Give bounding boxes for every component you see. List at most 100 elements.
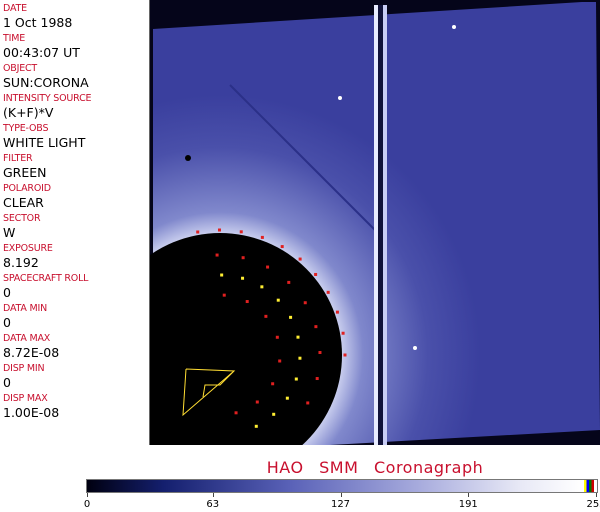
field-sector: SECTOR W [3,213,149,240]
colorbar-tick [468,493,470,497]
field-label: FILTER [3,153,33,164]
field-label: POLAROID [3,183,51,194]
field-filter: FILTER GREEN [3,153,149,180]
field-label: DISP MAX [3,393,48,404]
marker-dot [222,293,226,297]
field-data-min: DATA MIN 0 [3,303,149,330]
field-exposure: EXPOSURE 8.192 [3,243,149,270]
colorbar-end-colors [584,480,594,492]
field-label: TIME [3,33,26,44]
colorbar [86,479,598,493]
marker-dot [315,377,319,381]
field-label: DATA MAX [3,333,51,344]
star [185,155,191,161]
colorbar-tick [87,493,88,497]
marker-dot [298,356,302,360]
field-spacecraft-roll: SPACECRAFT ROLL 0 [3,273,149,300]
pylon-edge-right [383,5,387,445]
marker-dot [271,382,275,386]
marker-dot [289,315,293,319]
occulter-disk [150,233,342,445]
marker-dot [314,325,318,329]
field-value: (K+F)*V [3,105,54,120]
colorbar-tick-label: 127 [330,499,351,510]
pylon-shadow [378,5,383,445]
field-object: OBJECT SUN:CORONA [3,63,149,90]
marker-dot [264,314,268,318]
field-label: SECTOR [3,213,41,224]
marker-dot [343,353,347,357]
marker-dot [314,272,318,276]
field-date: DATE 1 Oct 1988 [3,3,149,30]
marker-dot [245,300,249,304]
pylon-edge-left [374,5,378,445]
field-label: DISP MIN [3,363,45,374]
marker-dot [280,245,284,249]
marker-dot [266,265,270,269]
colorbar-tick [340,493,342,497]
header-info-panel: DATE 1 Oct 1988 TIME 00:43:07 UT OBJECT … [0,0,150,445]
field-type-obs: TYPE-OBS WHITE LIGHT [3,123,149,150]
marker-dot [241,256,245,260]
field-value: 1.00E-08 [3,405,60,420]
field-value: 1 Oct 1988 [3,15,73,30]
field-data-max: DATA MAX 8.72E-08 [3,333,149,360]
field-disp-max: DISP MAX 1.00E-08 [3,393,149,420]
colorbar-tick [596,493,597,497]
field-value: 8.192 [3,255,39,270]
footer: HAO SMM Coronagraph [0,445,600,512]
field-label: SPACECRAFT ROLL [3,273,89,284]
marker-dot [341,331,345,335]
star [413,346,417,350]
marker-dot [326,290,330,294]
field-value: 0 [3,285,11,300]
orientation-marker-inner [202,370,235,398]
marker-dot [239,230,243,234]
field-label: DATA MIN [3,303,47,314]
field-value: CLEAR [3,195,44,210]
field-value: SUN:CORONA [3,75,89,90]
colorbar-tick-label: 63 [206,499,220,510]
star [338,96,342,100]
marker-dot [260,235,264,239]
field-label: EXPOSURE [3,243,53,254]
star [452,25,456,29]
colorbar-tick [212,493,214,497]
field-value: WHITE LIGHT [3,135,86,150]
field-value: 0 [3,375,11,390]
marker-dot [220,273,224,277]
marker-dot [260,285,264,289]
field-label: DATE [3,3,27,14]
marker-dot [234,411,238,415]
field-value: 8.72E-08 [3,345,60,360]
field-label: TYPE-OBS [3,123,49,134]
marker-dot [276,298,280,302]
marker-dot [335,310,339,314]
field-polaroid: POLAROID CLEAR [3,183,149,210]
field-value: GREEN [3,165,47,180]
field-value: 00:43:07 UT [3,45,80,60]
orientation-marker [182,368,236,417]
marker-dot [196,230,200,234]
colorbar-tick-label: 255 [586,499,600,510]
marker-dot [287,280,291,284]
field-label: OBJECT [3,63,38,74]
marker-dot [278,359,282,363]
field-time: TIME 00:43:07 UT [3,33,149,60]
field-value: 0 [3,315,11,330]
field-intensity-source: INTENSITY SOURCE (K+F)*V [3,93,149,120]
marker-dot [272,412,276,416]
marker-dot [275,335,279,339]
marker-dot [296,335,300,339]
coronagraph-image [150,0,600,445]
marker-dot [255,400,259,404]
marker-dot [241,276,245,280]
marker-dot [303,301,307,305]
diagonal-streak [229,84,376,231]
marker-dot [306,401,310,405]
marker-dot [294,377,298,381]
marker-dot [285,396,289,400]
marker-dot [298,257,302,261]
marker-dot [318,351,322,355]
colorbar-tick-label: 191 [458,499,478,510]
